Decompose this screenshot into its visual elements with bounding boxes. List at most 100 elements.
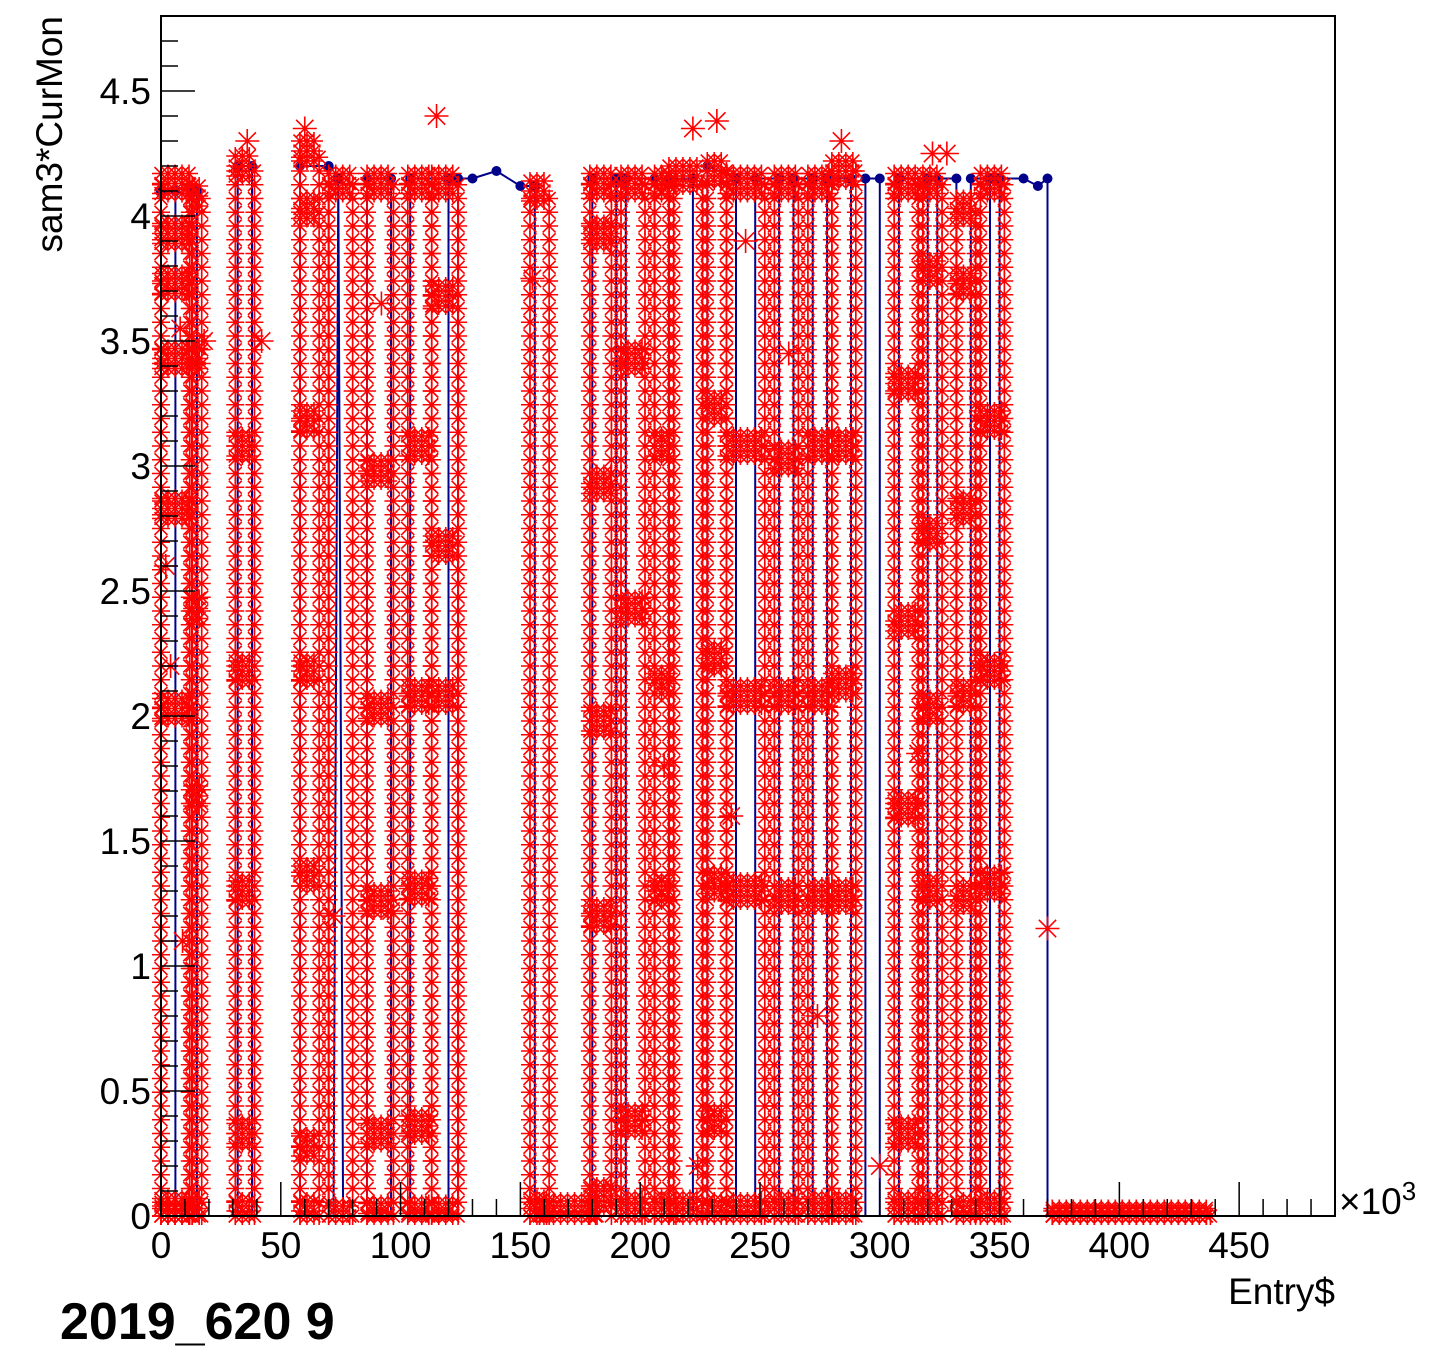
data-point-marker (190, 177, 208, 195)
data-point-marker (992, 1190, 1010, 1208)
data-point-marker (341, 1197, 359, 1215)
series-line-point (467, 174, 477, 184)
x-tick-label: 350 (969, 1225, 1031, 1266)
data-point-marker (928, 690, 946, 708)
data-point-marker (535, 172, 553, 190)
data-point-marker (928, 872, 946, 890)
data-point-marker (844, 877, 862, 895)
y-axis-title: sam3*CurMon (29, 16, 70, 252)
data-point-marker (992, 165, 1010, 183)
data-point-marker (341, 165, 359, 183)
data-point-marker (379, 1195, 397, 1213)
series-line-point (1042, 174, 1052, 184)
data-point-marker (633, 1102, 651, 1120)
data-point-marker (1197, 1202, 1215, 1220)
data-point-marker (444, 677, 462, 695)
data-point-marker (240, 872, 258, 890)
x-axis-exponent-base: ×10 (1339, 1181, 1402, 1222)
data-point-marker (192, 329, 216, 353)
x-tick-label: 400 (1089, 1225, 1151, 1266)
data-point-marker (1035, 917, 1059, 941)
data-point-marker (190, 1190, 208, 1208)
data-point-marker (305, 1127, 323, 1145)
data-point-marker (235, 129, 259, 153)
y-tick-label: 3 (130, 446, 151, 487)
x-tick-label: 250 (729, 1225, 791, 1266)
data-point-marker (240, 1115, 258, 1133)
data-point-marker (719, 804, 743, 828)
data-point-marker (240, 1192, 258, 1210)
data-point-marker (240, 652, 258, 670)
series-line-point (875, 174, 885, 184)
data-point-marker (444, 527, 462, 545)
data-point-marker (444, 165, 462, 183)
data-point-marker (190, 590, 208, 608)
data-point-marker (805, 1004, 829, 1028)
series-line-point (491, 166, 501, 176)
data-point-marker (992, 865, 1010, 883)
data-point-marker (379, 882, 397, 900)
data-point-marker (935, 142, 959, 166)
data-point-marker (928, 515, 946, 533)
y-tick-label: 0.5 (100, 1071, 151, 1112)
data-point-marker (844, 1190, 862, 1208)
data-point-marker (369, 292, 393, 316)
data-point-marker (520, 267, 544, 291)
data-point-marker (752, 872, 770, 890)
data-point-marker (992, 402, 1010, 420)
x-axis-title: Entry$ (1228, 1271, 1335, 1312)
data-point-marker (928, 1190, 946, 1208)
y-tick-label: 2.5 (100, 571, 151, 612)
series-line-point (951, 174, 961, 184)
data-point-marker (928, 252, 946, 270)
data-point-marker (777, 342, 801, 366)
data-point-marker (293, 117, 317, 141)
data-point-marker (686, 1154, 710, 1178)
data-point-marker (992, 652, 1010, 670)
data-point-marker (844, 665, 862, 683)
data-point-marker (190, 777, 208, 795)
data-point-marker (906, 742, 930, 766)
data-point-marker (379, 452, 397, 470)
data-point-marker (379, 165, 397, 183)
y-tick-label: 4 (130, 196, 151, 237)
data-point-marker (652, 754, 676, 778)
data-point-marker (305, 132, 323, 150)
x-tick-label: 0 (151, 1225, 172, 1266)
x-tick-label: 50 (260, 1225, 301, 1266)
data-point-marker (734, 229, 758, 253)
data-point-marker (705, 109, 729, 133)
series-line-point (1033, 181, 1043, 191)
y-tick-label: 1.5 (100, 821, 151, 862)
data-point-marker (444, 1195, 462, 1213)
data-point-marker (180, 165, 198, 183)
data-point-marker (681, 117, 705, 141)
data-point-marker (712, 640, 730, 658)
x-tick-label: 300 (849, 1225, 911, 1266)
x-tick-label: 450 (1208, 1225, 1270, 1266)
data-point-marker (844, 152, 862, 170)
data-point-marker (829, 129, 853, 153)
x-tick-label: 200 (609, 1225, 671, 1266)
data-point-marker (928, 165, 946, 183)
data-point-marker (240, 427, 258, 445)
y-tick-label: 2 (130, 696, 151, 737)
y-tick-label: 3.5 (100, 321, 151, 362)
data-point-marker (305, 652, 323, 670)
y-tick-label: 1 (130, 946, 151, 987)
data-point-marker (444, 277, 462, 295)
data-point-marker (250, 329, 274, 353)
data-point-marker (168, 317, 192, 341)
x-tick-label: 150 (490, 1225, 552, 1266)
y-tick-label: 0 (130, 1196, 151, 1237)
data-point-marker (379, 1115, 397, 1133)
data-point-marker (379, 690, 397, 708)
data-point-marker (844, 427, 862, 445)
data-point-marker (868, 1154, 892, 1178)
y-tick-label: 4.5 (100, 71, 151, 112)
data-point-marker (379, 899, 403, 923)
data-point-marker (305, 1192, 323, 1210)
data-point-marker (425, 104, 449, 128)
series-line-point (1019, 174, 1029, 184)
